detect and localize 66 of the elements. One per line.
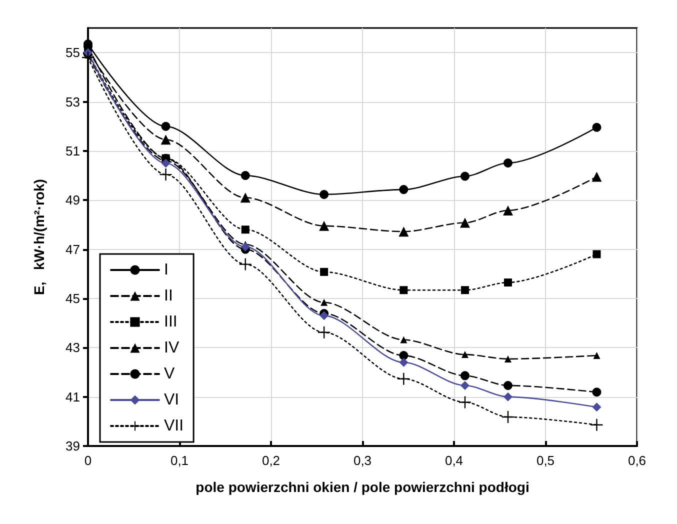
point	[460, 371, 470, 380]
point	[320, 268, 328, 276]
y-tick-label: 43	[66, 340, 80, 356]
legend-label: III	[164, 314, 178, 330]
x-tick-label: 0,6	[628, 453, 646, 468]
point	[590, 418, 603, 431]
point	[593, 352, 600, 360]
point	[161, 122, 170, 131]
y-tick-label: 49	[66, 192, 80, 208]
point	[460, 172, 470, 181]
point	[399, 358, 408, 367]
y-tick-label: 45	[66, 290, 80, 306]
point	[503, 392, 512, 402]
point	[160, 168, 172, 181]
point	[240, 171, 250, 180]
point	[503, 381, 512, 390]
point	[399, 351, 408, 360]
point	[461, 351, 468, 358]
point	[504, 355, 512, 362]
point	[161, 158, 170, 168]
y-tick-label: 53	[66, 94, 80, 110]
point	[460, 218, 470, 228]
point	[398, 226, 409, 237]
point	[502, 205, 513, 216]
legend-label: II	[164, 288, 173, 304]
x-tick-label: 0,2	[262, 453, 280, 468]
point	[160, 134, 171, 145]
point	[400, 286, 408, 294]
y-tick-label: 55	[66, 45, 80, 60]
y-tick-label: 39	[66, 438, 80, 454]
point	[241, 226, 250, 234]
x-tick-label: 0,3	[353, 453, 372, 468]
point	[503, 158, 512, 168]
legend-label: VII	[164, 418, 184, 434]
point	[458, 396, 471, 408]
point	[399, 185, 408, 194]
legend-label: V	[164, 366, 175, 382]
point	[240, 242, 250, 252]
point	[592, 402, 602, 412]
point	[460, 381, 470, 390]
point	[240, 192, 250, 203]
y-tick-label: 41	[66, 389, 80, 404]
point	[504, 278, 512, 286]
point	[320, 311, 329, 320]
x-tick-label: 0,1	[170, 453, 189, 468]
point	[460, 286, 469, 294]
y-tick-label: 51	[66, 143, 80, 158]
point	[319, 220, 330, 231]
legend-label: I	[164, 262, 168, 278]
point	[592, 250, 601, 258]
legend-label: IV	[164, 340, 180, 356]
x-axis-title: pole powierzchni okien / pole powierzchni podłogi	[196, 479, 530, 495]
legend-label: VI	[164, 392, 180, 408]
x-tick-label: 0,4	[444, 453, 464, 468]
y-tick-label: 47	[66, 242, 80, 257]
y-axis-title: E, kW·h/(m²·rok)	[31, 179, 47, 295]
point	[320, 190, 329, 199]
x-tick-label: 0,5	[536, 453, 555, 468]
point	[592, 172, 602, 182]
point	[320, 298, 328, 306]
point	[592, 122, 602, 132]
point	[239, 258, 252, 270]
point	[592, 388, 602, 397]
x-tick-label: 0	[84, 453, 92, 468]
point	[398, 372, 410, 385]
point	[400, 336, 408, 344]
